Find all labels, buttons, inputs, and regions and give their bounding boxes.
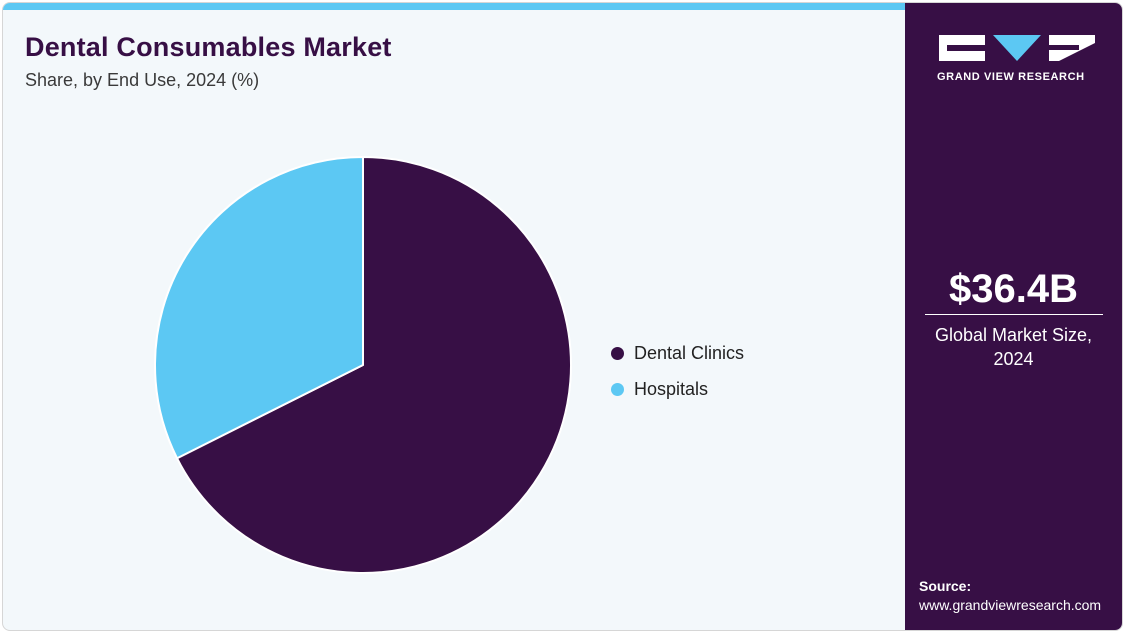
source-heading: Source: [919,578,972,594]
chart-title: Dental Consumables Market [25,32,392,62]
market-size-value: $36.4B [949,267,1078,311]
summary-sidebar: GRAND VIEW RESEARCH $36.4B Global Market… [905,3,1122,630]
chart-subtitle: Share, by End Use, 2024 (%) [25,70,260,90]
pie-chart [154,156,572,574]
market-size-label: Global Market Size, 2024 [934,325,1093,369]
legend-label-hospitals: Hospitals [634,378,709,399]
legend-label-dental-clinics: Dental Clinics [634,342,745,363]
chart-panel: Dental Consumables Market Share, by End … [3,3,905,630]
chart-legend: Dental Clinics Hospitals [611,335,744,407]
legend-item-dental-clinics: Dental Clinics [611,335,744,371]
pie-slice-hospitals [154,156,364,460]
accent-strip [3,3,905,10]
gvr-logo-mark-icon [939,35,1095,61]
brand-name: GRAND VIEW RESEARCH [937,71,1085,83]
source-link[interactable]: www.grandviewresearch.com [919,597,1102,613]
legend-swatch-dental-clinics [611,346,624,360]
legend-swatch-hospitals [611,382,624,396]
pie-slice-dental-clinics [176,156,572,574]
value-divider [925,314,1103,315]
legend-item-hospitals: Hospitals [611,371,744,407]
grand-view-research-logo: GRAND VIEW RESEARCH [937,33,1097,87]
